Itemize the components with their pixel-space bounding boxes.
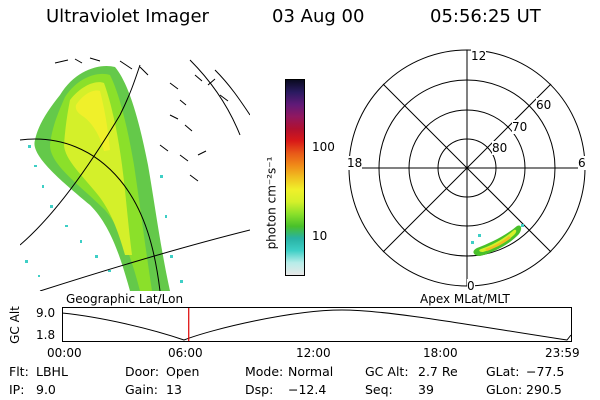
geographic-caption: Geographic Lat/Lon (66, 292, 184, 306)
door-label: Door: (125, 364, 160, 379)
mode-value: Normal (288, 364, 334, 379)
polar-diagonal-2 (382, 83, 552, 253)
mlat-label-80: 80 (492, 141, 508, 155)
flt-label: Flt: (9, 364, 29, 379)
aurora-band-core (64, 82, 132, 255)
mode-label: Mode: (245, 364, 284, 379)
time-label: 05:56:25 UT (430, 6, 541, 27)
ip-label: IP: (9, 382, 25, 397)
polar-aurora (471, 224, 524, 256)
xtick-0600: 06:00 (168, 346, 203, 360)
mlt-label-18: 18 (347, 156, 363, 170)
instrument-title: Ultraviolet Imager (46, 6, 209, 27)
geographic-auroral-image (20, 57, 250, 291)
altitude-plot-frame (62, 307, 572, 342)
mlt-label-12: 12 (471, 49, 487, 63)
altitude-plot (62, 307, 572, 342)
dsp-label: Dsp: (245, 382, 274, 397)
apex-caption: Apex MLat/MLT (420, 292, 510, 306)
geographic-grid (20, 59, 250, 291)
mlat-label-60: 60 (536, 98, 552, 112)
altitude-ylabel: GC Alt (7, 306, 22, 344)
flt-value: LBHL (36, 364, 68, 379)
gcalt-label: GC Alt: (365, 364, 409, 379)
aurora-band-peak (75, 90, 110, 151)
altitude-curve (62, 309, 572, 341)
dsp-value: −12.4 (288, 382, 327, 397)
xtick-1800: 18:00 (423, 346, 458, 360)
xtick-0000: 00:00 (47, 346, 82, 360)
ip-value: 9.0 (36, 382, 56, 397)
colorbar-tick-10: 10 (312, 229, 328, 243)
mlat-label-70: 70 (512, 120, 528, 134)
mlt-label-6: 6 (578, 156, 586, 170)
glat-label: GLat: (486, 364, 520, 379)
polar-mlat-mlt-plot (348, 49, 586, 287)
coastline-fragments (54, 57, 229, 182)
gain-label: Gain: (125, 382, 158, 397)
glat-value: −77.5 (526, 364, 565, 379)
date-label: 03 Aug 00 (272, 6, 365, 27)
colorbar-tick-100: 100 (312, 140, 335, 154)
gain-value: 13 (166, 382, 182, 397)
altitude-ytick-low: 1.8 (36, 328, 56, 342)
gcalt-value: 2.7 Re (418, 364, 458, 379)
glon-value: 290.5 (526, 382, 562, 397)
mlt-label-0: 0 (467, 279, 475, 293)
aurora-speckle (25, 145, 183, 283)
altitude-ytick-high: 9.0 (36, 306, 56, 320)
door-value: Open (166, 364, 200, 379)
glon-label: GLon: (486, 382, 523, 397)
seq-label: Seq: (365, 382, 393, 397)
seq-value: 39 (418, 382, 434, 397)
colorbar-unit-label: photon cm⁻²s⁻¹ (264, 156, 279, 250)
xtick-2359: 23:59 (545, 346, 580, 360)
xtick-1200: 12:00 (296, 346, 331, 360)
colorbar (285, 79, 305, 276)
colorbar-gradient (286, 80, 304, 275)
